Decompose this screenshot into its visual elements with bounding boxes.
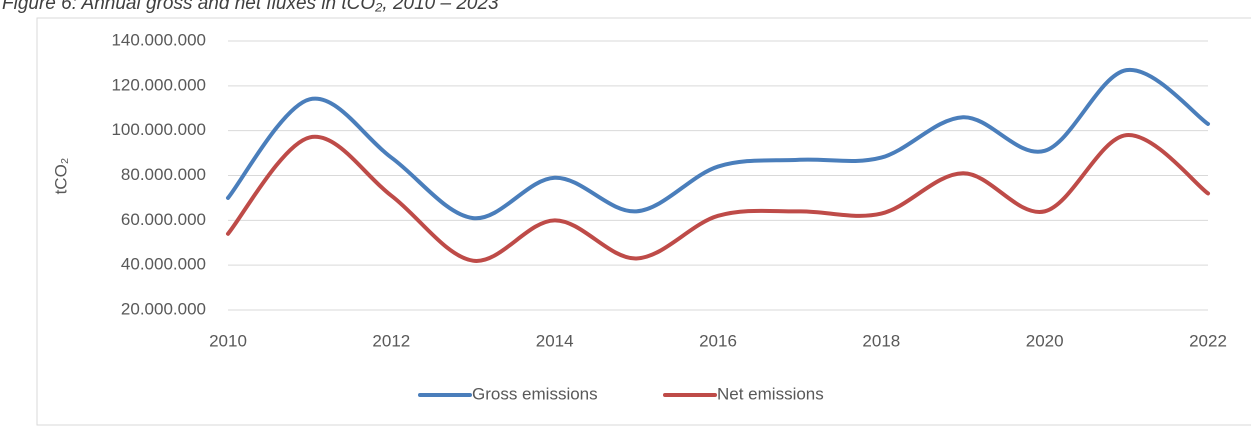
legend-label: Gross emissions bbox=[472, 384, 598, 403]
y-tick-label: 20.000.000 bbox=[121, 299, 206, 318]
y-tick-label: 40.000.000 bbox=[121, 255, 206, 274]
series-line bbox=[226, 133, 1210, 263]
chart-title: Figure 6: Annual gross and net fluxes in… bbox=[2, 0, 499, 14]
y-axis-label: tCO₂ bbox=[51, 158, 70, 195]
y-tick-label: 60.000.000 bbox=[121, 210, 206, 229]
x-tick-label: 2020 bbox=[1026, 331, 1064, 350]
x-tick-label: 2012 bbox=[372, 331, 410, 350]
x-tick-label: 2014 bbox=[536, 331, 574, 350]
x-tick-label: 2010 bbox=[209, 331, 247, 350]
chart-border bbox=[36, 17, 1251, 426]
legend-label: Net emissions bbox=[717, 384, 824, 403]
x-tick-label: 2022 bbox=[1189, 331, 1227, 350]
y-tick-label: 140.000.000 bbox=[111, 30, 206, 49]
y-tick-label: 80.000.000 bbox=[121, 165, 206, 184]
y-tick-label: 120.000.000 bbox=[111, 75, 206, 94]
x-tick-label: 2018 bbox=[862, 331, 900, 350]
series-line bbox=[226, 68, 1210, 221]
y-tick-label: 100.000.000 bbox=[111, 120, 206, 139]
x-tick-label: 2016 bbox=[699, 331, 737, 350]
